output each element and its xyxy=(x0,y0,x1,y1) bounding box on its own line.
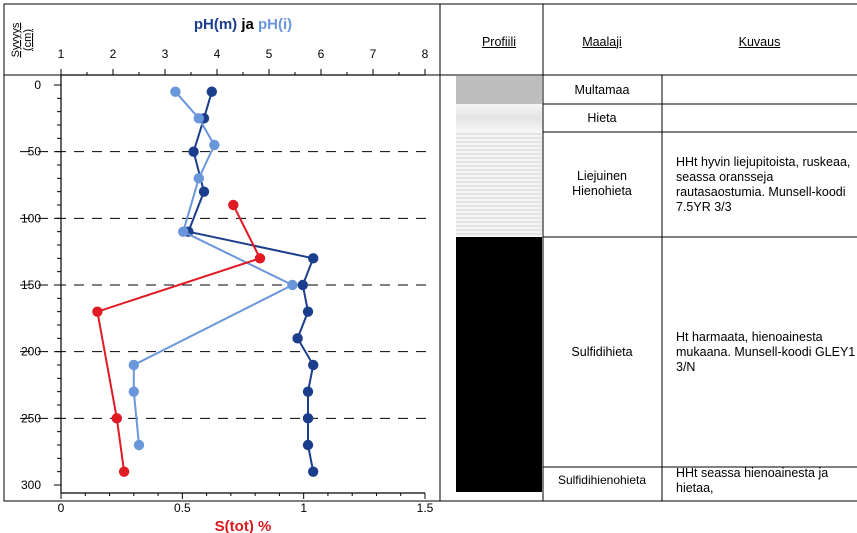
profile-layer-1 xyxy=(456,104,542,132)
y-axis-label: Syvyys (cm) xyxy=(10,22,34,57)
series-point-2 xyxy=(111,413,123,424)
profile-layer-2 xyxy=(456,132,542,237)
series-point-1 xyxy=(128,359,139,371)
series-point-1 xyxy=(287,279,298,291)
depth-tick-label: 100 xyxy=(21,211,41,225)
depth-tick-label: 0 xyxy=(34,78,41,92)
series-point-0 xyxy=(297,279,308,291)
series-point-0 xyxy=(308,359,319,371)
plot-frame xyxy=(3,3,441,502)
series-point-0 xyxy=(302,413,314,424)
profile-layer-3 xyxy=(456,237,542,467)
series-point-0 xyxy=(308,253,319,264)
profile-column xyxy=(456,76,542,492)
soil-cell-multamaa: Multamaa xyxy=(574,82,630,97)
top-tick-label: 7 xyxy=(370,47,377,61)
series-point-0 xyxy=(302,439,314,451)
bottom-tick-label: 0 xyxy=(58,501,65,515)
series-point-1 xyxy=(128,386,139,397)
series-point-0 xyxy=(206,86,217,97)
header-description: Kuvaus xyxy=(738,34,781,49)
series-point-0 xyxy=(292,333,303,344)
top-tick-label: 4 xyxy=(214,47,221,61)
title-ph-m: pH(m) xyxy=(194,16,237,33)
header-soil: Maalaji xyxy=(582,34,622,49)
soil-cell-sulfidihienohieta: Sulfidihienohieta xyxy=(557,472,647,487)
bottom-axis-label: S(tot) % xyxy=(215,518,272,533)
bottom-tick-label: 1.5 xyxy=(417,501,434,515)
series-point-1 xyxy=(209,139,220,151)
bottom-tick-label: 1 xyxy=(300,501,307,515)
series-point-1 xyxy=(193,173,204,184)
description-sulfidihienohieta: HHt seassa hienoainesta ja hietaa, xyxy=(676,466,829,495)
series-point-1 xyxy=(178,226,189,237)
description-sulfidihieta: Ht harmaata, hienoainesta mukaana. Munse… xyxy=(676,330,856,374)
series-marks xyxy=(92,86,319,477)
series-point-0 xyxy=(302,306,314,317)
series-point-0 xyxy=(302,386,314,397)
depth-tick-label: 300 xyxy=(21,478,41,492)
series-point-2 xyxy=(254,253,266,264)
gridlines xyxy=(20,151,430,419)
soil-cell-hieta: Hieta xyxy=(587,110,617,125)
series-point-0 xyxy=(188,146,199,157)
depth-tick-label: 150 xyxy=(21,278,41,292)
axes: 1 2 3 4 5 6 7 8 0 0.5 1 1.5 0 50 100 150 200 250 300 xyxy=(21,47,434,515)
series-point-1 xyxy=(170,86,181,97)
profile-layer-4 xyxy=(456,467,542,492)
depth-tick-label: 200 xyxy=(21,345,41,359)
series-point-1 xyxy=(193,113,204,124)
series-point-0 xyxy=(308,466,319,477)
top-tick-label: 1 xyxy=(58,47,65,61)
y-axis-label-top: Syvyys xyxy=(10,22,22,57)
series-point-1 xyxy=(133,439,145,451)
top-tick-label: 6 xyxy=(318,47,325,61)
series-point-2 xyxy=(92,306,103,317)
series-line-2 xyxy=(96,204,262,472)
title-ph-i: pH(i) xyxy=(258,16,292,33)
bottom-tick-label: 0.5 xyxy=(174,501,191,515)
table-lines xyxy=(542,4,857,501)
top-tick-label: 8 xyxy=(422,47,429,61)
y-axis-label-bottom: (cm) xyxy=(22,29,34,51)
top-tick-label: 5 xyxy=(266,47,273,61)
soil-cell-sulfidihieta: Sulfidihieta xyxy=(571,344,633,359)
description-liejuinen-hienohieta: HHt hyvin liejupitoista, ruskeaa, seassa… xyxy=(676,155,851,214)
depth-tick-label: 250 xyxy=(21,411,41,425)
series-point-2 xyxy=(118,466,130,477)
series-point-0 xyxy=(198,186,210,197)
soil-cell-liejuinen-hienohieta: Liejuinen Hienohieta xyxy=(572,169,632,198)
title-ja: ja xyxy=(237,16,258,33)
series-point-2 xyxy=(228,199,239,211)
profile-layer-0 xyxy=(456,76,542,104)
chart-title: pH(m) ja pH(i) xyxy=(194,16,292,33)
depth-tick-label: 50 xyxy=(28,145,42,159)
header-profile: Profiili xyxy=(481,34,517,49)
top-tick-label: 3 xyxy=(162,47,169,61)
top-tick-label: 2 xyxy=(110,47,117,61)
